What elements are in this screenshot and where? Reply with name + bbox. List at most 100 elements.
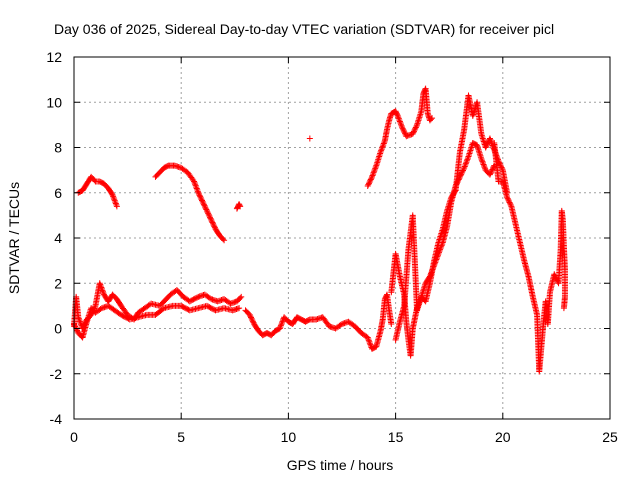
data-point xyxy=(198,196,205,203)
data-point xyxy=(413,123,420,130)
data-point xyxy=(380,141,387,148)
data-point xyxy=(96,280,103,287)
data-point xyxy=(110,194,117,201)
data-point xyxy=(197,194,204,201)
grid xyxy=(74,57,610,419)
data-point xyxy=(560,305,567,312)
data-point xyxy=(398,122,405,129)
data-point xyxy=(278,321,285,328)
data-point xyxy=(97,283,104,290)
data-point xyxy=(429,115,436,122)
data-point xyxy=(249,318,256,325)
data-point xyxy=(365,337,372,344)
data-point xyxy=(199,197,206,204)
data-point xyxy=(202,203,209,210)
data-point xyxy=(367,176,374,183)
data-point xyxy=(463,159,470,166)
data-point xyxy=(191,179,198,186)
series-low-b xyxy=(71,302,243,341)
data-point xyxy=(462,162,469,169)
data-point xyxy=(99,287,106,294)
data-point xyxy=(210,220,217,227)
y-tick-label: 10 xyxy=(46,94,62,110)
data-point xyxy=(379,144,386,151)
data-point xyxy=(200,201,207,208)
data-point xyxy=(112,199,119,206)
data-point xyxy=(394,111,401,118)
data-point xyxy=(192,181,199,188)
data-point xyxy=(381,139,388,146)
data-point xyxy=(193,185,200,192)
data-point xyxy=(457,172,464,179)
data-point xyxy=(108,190,115,197)
data-point xyxy=(460,166,467,173)
data-point xyxy=(400,128,407,135)
data-point xyxy=(236,202,243,209)
data-point xyxy=(249,317,256,324)
data-point xyxy=(490,163,497,170)
data-point xyxy=(277,322,284,329)
x-tick-label: 20 xyxy=(495,429,511,445)
data-point xyxy=(238,293,245,300)
data-point xyxy=(488,169,495,176)
data-point xyxy=(196,192,203,199)
data-point xyxy=(71,322,78,329)
data-point xyxy=(370,171,377,178)
data-point xyxy=(427,116,434,123)
data-point xyxy=(365,181,372,188)
data-point xyxy=(463,157,470,164)
data-point xyxy=(507,200,514,207)
data-point xyxy=(159,306,166,313)
data-point xyxy=(489,165,496,172)
data-point xyxy=(113,201,120,208)
data-point xyxy=(248,315,255,322)
data-point xyxy=(396,117,403,124)
data-points xyxy=(71,85,568,375)
data-point xyxy=(192,182,199,189)
data-point xyxy=(247,313,254,320)
data-point xyxy=(487,136,494,143)
chart-title: Day 036 of 2025, Sidereal Day-to-day VTE… xyxy=(54,21,554,37)
data-point xyxy=(111,196,118,203)
data-point xyxy=(410,128,417,135)
data-point xyxy=(479,160,486,167)
data-point xyxy=(201,202,208,209)
data-point xyxy=(279,318,286,325)
data-point xyxy=(462,160,469,167)
data-point xyxy=(113,203,120,210)
data-point xyxy=(278,319,285,326)
data-point xyxy=(110,193,117,200)
data-point xyxy=(306,135,313,142)
data-point xyxy=(412,124,419,131)
data-point xyxy=(195,191,202,198)
data-point xyxy=(504,195,511,202)
data-point xyxy=(372,164,379,171)
data-point xyxy=(399,125,406,132)
data-point xyxy=(394,112,401,119)
data-point xyxy=(248,314,255,321)
y-tick-label: 6 xyxy=(54,185,62,201)
data-point xyxy=(197,193,204,200)
data-point xyxy=(396,118,403,125)
data-point xyxy=(366,338,373,345)
data-point xyxy=(276,325,283,332)
data-point xyxy=(479,158,486,165)
data-point xyxy=(207,215,214,222)
data-point xyxy=(203,206,210,213)
data-point xyxy=(410,129,417,136)
data-point xyxy=(481,164,488,171)
data-point xyxy=(461,164,468,171)
y-tick-label: 8 xyxy=(54,140,62,156)
data-point xyxy=(401,129,408,136)
data-point xyxy=(378,147,385,154)
y-tick-label: 0 xyxy=(54,321,62,337)
data-point xyxy=(458,170,465,177)
data-point xyxy=(111,197,118,204)
data-point xyxy=(337,321,344,328)
data-point xyxy=(464,154,471,161)
data-point xyxy=(206,214,213,221)
series-upper-early xyxy=(75,173,120,210)
data-point xyxy=(372,165,379,172)
data-point xyxy=(194,294,201,301)
data-point xyxy=(75,314,82,321)
